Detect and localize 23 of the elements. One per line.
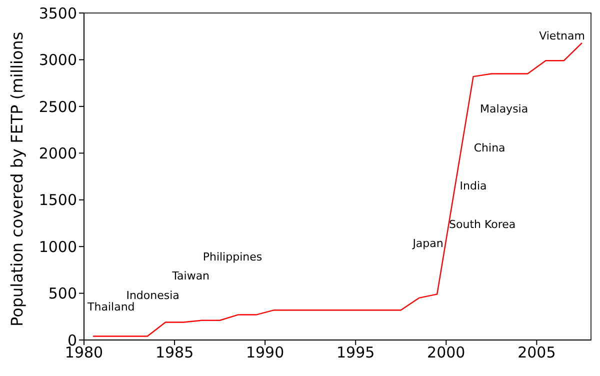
annotation: Philippines [202,250,262,264]
x-tick-label: 1990 [246,344,284,362]
annotation: Malaysia [480,102,528,116]
annotation: China [474,141,506,154]
x-tick-label: 2000 [427,344,466,362]
y-tick-label: 3000 [38,51,77,70]
y-tick-label: 1500 [38,191,77,210]
x-tick-label: 1985 [155,344,194,362]
annotation: South Korea [449,218,516,232]
annotation: Indonesia [126,289,180,302]
y-tick-label: 2500 [38,98,77,116]
annotation: India [460,180,487,193]
y-tick-label: 2000 [38,144,77,162]
y-tick-label: 1000 [38,238,77,256]
annotation: Thailand [86,300,135,314]
annotation: Taiwan [171,269,210,282]
y-tick-label: 3500 [38,4,77,22]
y-tick-label: 500 [48,284,77,303]
y-axis-title: Population covered by FETP (millions [8,32,27,326]
annotation: Vietnam [539,29,585,42]
annotation: Japan [412,237,444,250]
x-tick-label: 2005 [518,344,556,362]
x-tick-label: 1995 [336,344,375,362]
